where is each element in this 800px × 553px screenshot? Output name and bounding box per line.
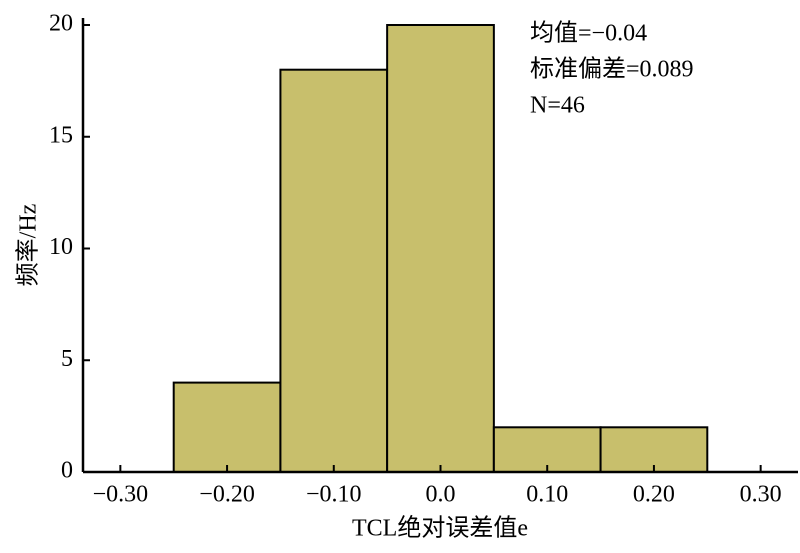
bar [386,24,495,473]
annotation: 均值=−0.04 [530,20,647,47]
bar [172,381,282,474]
y-axis-label: 频率/Hz [15,204,42,287]
x-tick-label: −0.10 [306,482,362,508]
annotation: N=46 [530,93,585,119]
x-tick-label: 0.30 [740,482,782,508]
bar [599,426,709,473]
y-tick-label: 10 [49,234,73,260]
x-tick-label: −0.30 [93,482,149,508]
y-tick-label: 20 [49,11,73,37]
y-tick-label: 15 [49,122,73,148]
y-tick-label: 0 [61,458,73,484]
x-tick-label: 0.20 [633,482,675,508]
x-tick-label: −0.20 [199,482,255,508]
x-axis-label: TCL绝对误差值e [352,515,528,542]
annotation: 标准偏差=0.089 [530,56,694,83]
bar [492,426,602,473]
y-tick-label: 5 [61,346,73,372]
x-tick-label: 0.10 [526,482,568,508]
bar [279,68,389,473]
x-tick-label: 0.0 [426,482,456,508]
